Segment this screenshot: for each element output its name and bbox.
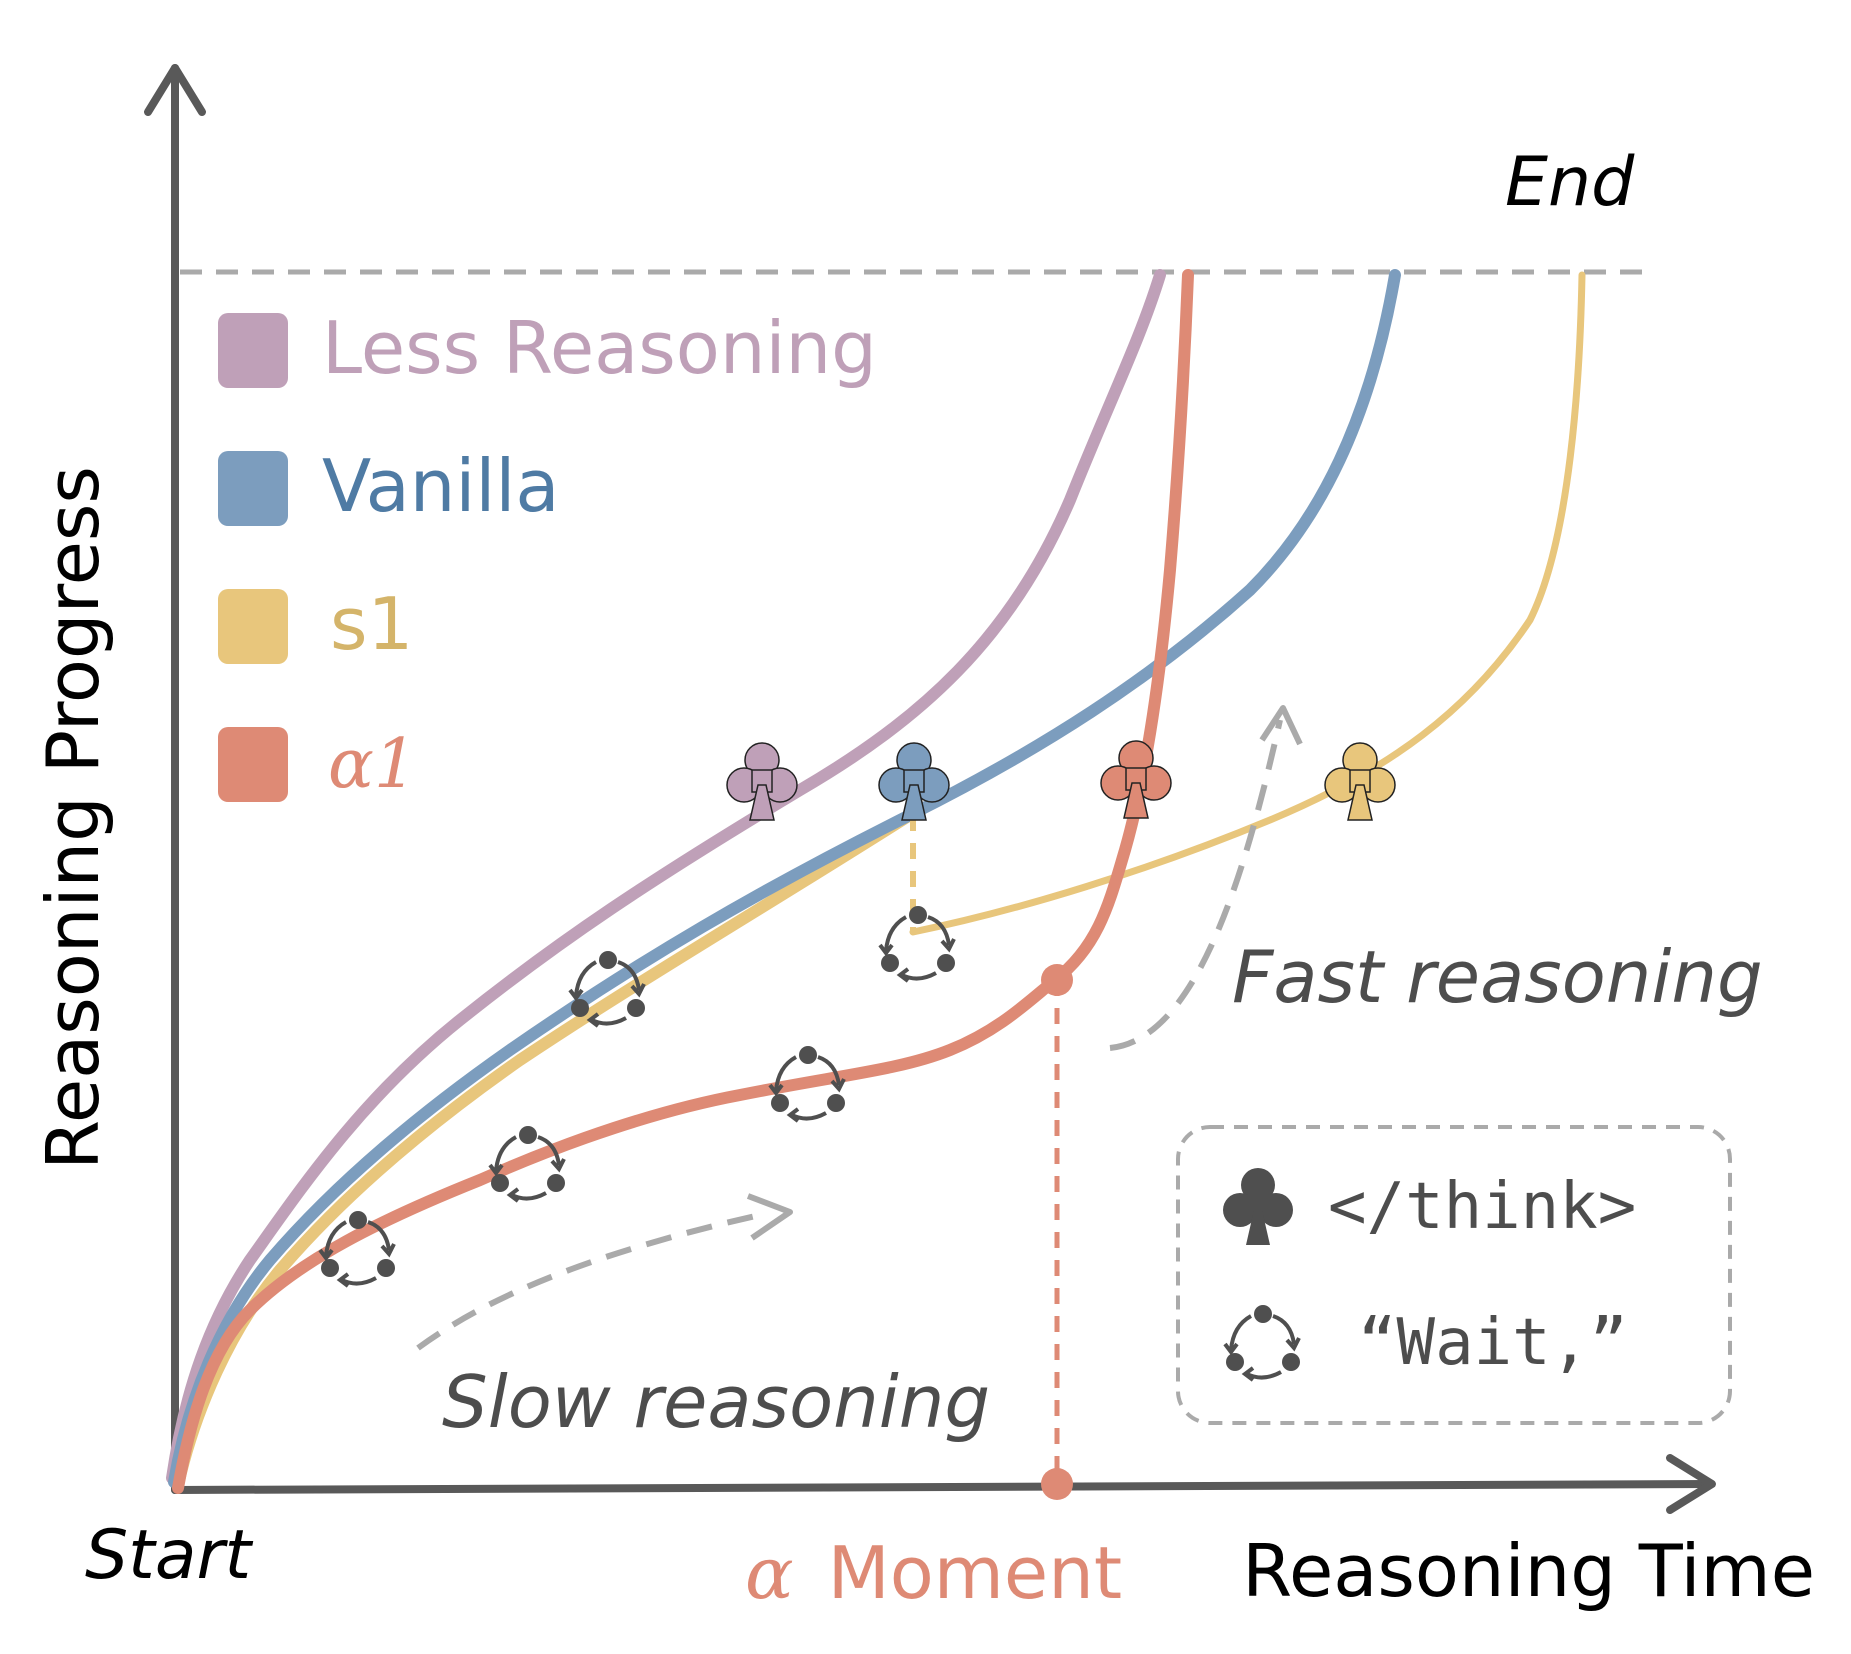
legend-label-alpha1: α1 [328, 725, 417, 804]
legend-swatch-alpha1 [218, 727, 288, 802]
x-axis-arrowhead [1666, 1454, 1716, 1514]
fast-reasoning-arrow [1109, 719, 1283, 1051]
club-icon [878, 742, 950, 821]
legend-label-s1: s1 [330, 582, 413, 666]
legend-swatch-s1 [218, 589, 288, 664]
cycle-icon [1223, 1303, 1302, 1382]
key-box: </think> “Wait,” [1176, 1125, 1732, 1425]
club-icon [726, 742, 798, 821]
curve-s1-late [909, 271, 1586, 936]
curve-less-reasoning [166, 269, 1166, 1484]
axes [144, 64, 1716, 1514]
club-icon [1324, 742, 1396, 821]
alpha-moment-curve-dot [1041, 964, 1073, 996]
key-wait-label: “Wait,” [1358, 1306, 1628, 1380]
slow-reasoning-arrow [416, 1212, 761, 1351]
fast-reasoning-arrowhead [1259, 705, 1303, 746]
key-box-frame [1176, 1125, 1732, 1425]
slow-reasoning-label: Slow reasoning [442, 1360, 990, 1444]
legend: Less Reasoning Vanilla s1 α1 [218, 306, 877, 804]
curve-vanilla [168, 269, 1401, 1488]
club-icon [1223, 1168, 1293, 1245]
alpha-moment-axis-dot [1041, 1468, 1073, 1500]
legend-label-vanilla: Vanilla [322, 444, 560, 528]
y-axis-arrowhead [144, 64, 206, 116]
x-axis [171, 1480, 1714, 1494]
end-label: End [1505, 143, 1635, 222]
key-think-label: </think> [1328, 1170, 1636, 1244]
legend-label-less-reasoning: Less Reasoning [322, 306, 877, 390]
legend-swatch-less-reasoning [218, 313, 288, 388]
y-axis-label: Reasoning Progress [31, 466, 115, 1170]
alpha-moment-text: Moment [828, 1531, 1122, 1615]
alpha-moment-label: α Moment [745, 1531, 1122, 1615]
fast-reasoning-label: Fast reasoning [1232, 935, 1763, 1019]
cycle-icon [878, 904, 957, 983]
slow-reasoning-arrowhead [746, 1193, 793, 1241]
club-icon [1100, 740, 1172, 819]
curve-alpha1 [172, 269, 1194, 1494]
start-label: Start [85, 1516, 253, 1595]
x-axis-label: Reasoning Time [1242, 1529, 1815, 1613]
legend-swatch-vanilla [218, 451, 288, 526]
alpha-symbol: α [745, 1531, 794, 1615]
